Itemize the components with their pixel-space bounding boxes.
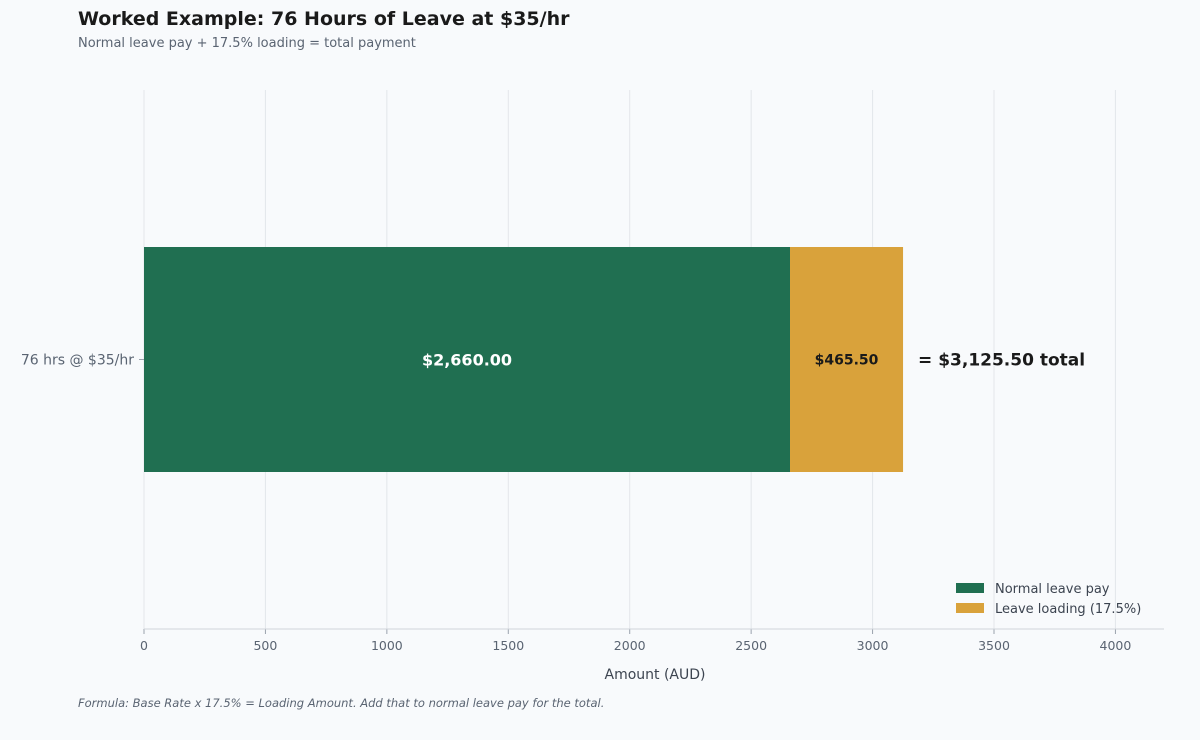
bar-value-label: $2,660.00 [422,351,512,370]
bar-value-label: $465.50 [815,353,879,369]
legend-swatch [956,583,984,593]
x-tick-label: 1500 [492,638,524,653]
x-tick-label: 1000 [371,638,403,653]
chart-title: Worked Example: 76 Hours of Leave at $35… [78,8,570,30]
x-tick-label: 4000 [1100,638,1132,653]
y-category-label: 76 hrs @ $35/hr [21,353,134,369]
chart-subtitle: Normal leave pay + 17.5% loading = total… [78,36,416,51]
legend: Normal leave pay Leave loading (17.5%) [956,582,1141,617]
x-tick-label: 3500 [978,638,1010,653]
formula-footnote: Formula: Base Rate x 17.5% = Loading Amo… [78,696,605,710]
total-label: = $3,125.50 total [918,351,1085,371]
x-axis-label: Amount (AUD) [605,667,706,683]
x-tick-label: 2500 [735,638,767,653]
legend-entry: Normal leave pay [995,582,1110,597]
bar-segment-normal-leave-pay [144,247,790,472]
legend-entry: Leave loading (17.5%) [995,602,1141,617]
axes: 0 500 1000 1500 2000 2500 3000 3500 4000 Amount (… [21,353,1164,683]
bar-segment-leave-loading [790,247,904,472]
x-tick-label: 3000 [857,638,889,653]
x-tick-label: 2000 [614,638,646,653]
x-tick-label: 500 [253,638,277,653]
x-tick-label: 0 [140,638,148,653]
bars: $2,660.00 $465.50 = $3,125.50 total [144,247,1085,472]
legend-swatch [956,603,984,613]
